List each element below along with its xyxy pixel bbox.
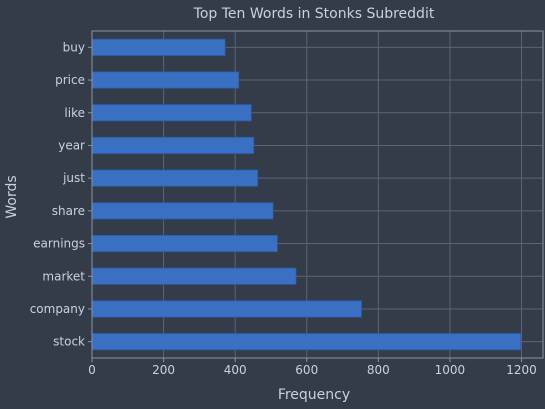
x-tick-label-4: 800 [367,363,390,377]
y-tick-label-just: just [62,171,85,185]
x-tick-label-6: 1200 [506,363,537,377]
y-axis-label: Words [4,175,20,218]
plot-frame [91,30,544,359]
x-tick-label-3: 600 [295,363,318,377]
x-tick-label-2: 400 [224,363,247,377]
bar-earnings [91,234,278,253]
bar-just [91,169,259,187]
y-tick-label-stock: stock [53,335,85,349]
y-tick-label-year: year [58,138,85,152]
bar-like [91,104,252,122]
y-tick-label-buy: buy [63,40,85,54]
bar-market [91,267,297,285]
bar-company [91,300,362,318]
bar-year [91,136,255,155]
x-tick-label-0: 0 [88,363,96,377]
bar-price [91,71,240,89]
x-tick-labels: 0 200 400 600 800 1000 1200 [88,358,537,377]
x-axis-label: Frequency [278,387,350,403]
y-tick-label-price: price [55,73,85,87]
y-tick-labels: buy price like year just share earnings market c… [30,40,92,349]
bars [91,38,522,351]
y-tick-label-share: share [52,204,85,218]
y-tick-label-earnings: earnings [33,237,85,251]
x-tick-label-1: 200 [152,363,175,377]
y-tick-label-like: like [64,106,85,120]
bar-stock [91,333,522,351]
x-tick-label-5: 1000 [435,363,466,377]
y-tick-label-market: market [42,269,85,283]
bar-buy [91,38,226,56]
chart-title: Top Ten Words in Stonks Subreddit [193,6,435,22]
y-tick-label-company: company [30,302,85,316]
bar-share [91,202,274,220]
